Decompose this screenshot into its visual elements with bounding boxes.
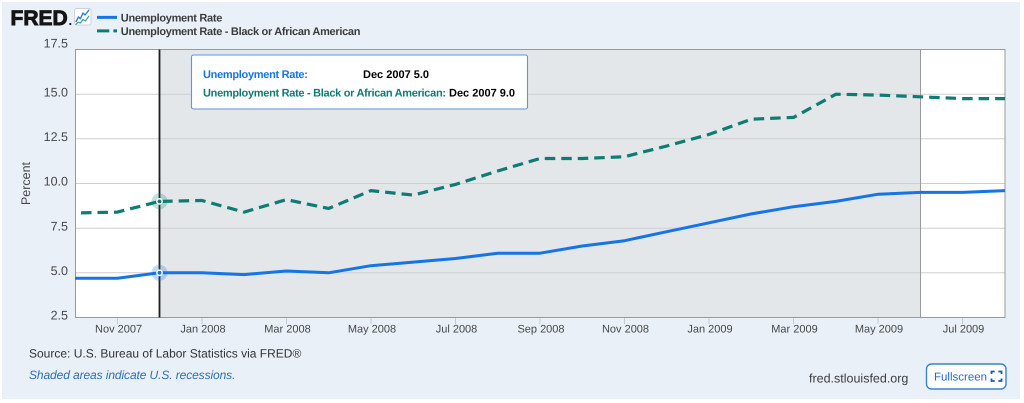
svg-text:Nov 2007: Nov 2007 — [95, 324, 142, 336]
svg-text:Unemployment Rate - Black or A: Unemployment Rate - Black or African Ame… — [121, 26, 361, 38]
svg-text:Percent: Percent — [19, 161, 33, 205]
svg-text:5.0: 5.0 — [51, 264, 68, 278]
svg-text:17.5: 17.5 — [44, 37, 68, 51]
svg-text:Mar 2008: Mar 2008 — [264, 324, 310, 336]
svg-text:Unemployment Rate:: Unemployment Rate: — [203, 69, 308, 81]
svg-text:Dec 2007 5.0: Dec 2007 5.0 — [363, 69, 429, 81]
svg-text:May 2008: May 2008 — [348, 324, 396, 336]
svg-text:Fullscreen: Fullscreen — [934, 372, 987, 384]
svg-text:Unemployment Rate - Black or A: Unemployment Rate - Black or African Ame… — [203, 87, 446, 99]
svg-text:10.0: 10.0 — [44, 175, 68, 189]
svg-text:Jul 2009: Jul 2009 — [943, 324, 985, 336]
svg-text:7.5: 7.5 — [51, 219, 68, 233]
svg-text:Sep 2008: Sep 2008 — [517, 324, 564, 336]
svg-text:Mar 2009: Mar 2009 — [771, 324, 817, 336]
svg-text:Source: U.S. Bureau of Labor S: Source: U.S. Bureau of Labor Statistics … — [29, 347, 301, 361]
svg-text:FRED: FRED — [11, 7, 68, 30]
svg-text:fred.stlouisfed.org: fred.stlouisfed.org — [809, 371, 908, 385]
svg-text:Shaded areas indicate U.S. rec: Shaded areas indicate U.S. recessions. — [29, 368, 235, 382]
svg-text:Jan 2009: Jan 2009 — [687, 324, 732, 336]
svg-text:2.5: 2.5 — [51, 309, 68, 323]
svg-text:May 2009: May 2009 — [855, 324, 903, 336]
svg-text:Dec 2007 9.0: Dec 2007 9.0 — [449, 87, 515, 99]
svg-text:12.5: 12.5 — [44, 130, 68, 144]
svg-text:Jul 2008: Jul 2008 — [436, 324, 478, 336]
svg-text:Jan 2008: Jan 2008 — [180, 324, 225, 336]
svg-text:Unemployment Rate: Unemployment Rate — [121, 12, 222, 24]
svg-text:15.0: 15.0 — [44, 86, 68, 100]
svg-text:Nov 2008: Nov 2008 — [602, 324, 649, 336]
